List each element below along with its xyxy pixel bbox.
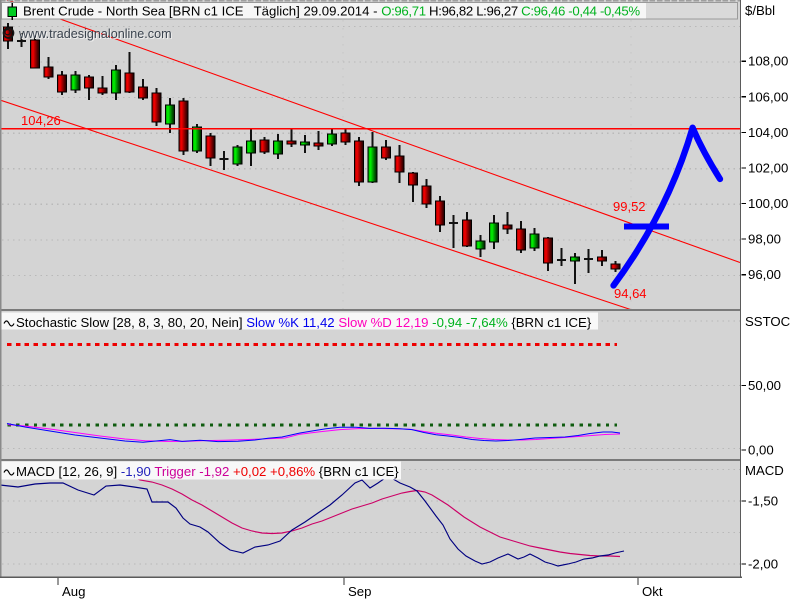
svg-text:96,00: 96,00 [748, 267, 781, 282]
svg-text:www.tradesignalonline.com: www.tradesignalonline.com [19, 28, 173, 42]
svg-text:104,26: 104,26 [21, 113, 61, 128]
svg-text:SSTOC: SSTOC [745, 314, 791, 329]
svg-text:Sep: Sep [348, 584, 371, 599]
svg-text:104,00: 104,00 [748, 125, 788, 140]
svg-text:102,00: 102,00 [748, 160, 788, 175]
svg-text:98,00: 98,00 [748, 232, 781, 247]
svg-text:108,00: 108,00 [748, 54, 788, 69]
svg-text:-1,50: -1,50 [748, 494, 778, 509]
svg-text:MACD: MACD [745, 463, 784, 478]
svg-text:-2,00: -2,00 [748, 557, 778, 572]
svg-text:$/Bbl: $/Bbl [745, 3, 775, 18]
svg-text:106,00: 106,00 [748, 89, 788, 104]
svg-text:99,52: 99,52 [613, 199, 646, 214]
svg-text:www.tradesignalonline.com: www.tradesignalonline.com [18, 27, 172, 41]
svg-text:50,00: 50,00 [748, 378, 781, 393]
svg-text:Okt: Okt [642, 584, 663, 599]
svg-text:MACD [12, 26, 9] -1,90 Trigger: MACD [12, 26, 9] -1,90 Trigger -1,92 +0,… [16, 464, 399, 479]
svg-text:Aug: Aug [62, 584, 85, 599]
svg-text:0,00: 0,00 [748, 443, 774, 458]
svg-text:Stochastic Slow [28, 8, 3, 80,: Stochastic Slow [28, 8, 3, 80, 20, Nein]… [16, 315, 592, 330]
svg-text:94,64: 94,64 [614, 286, 647, 301]
svg-text:Brent Crude - North Sea [BRN c: Brent Crude - North Sea [BRN c1 ICE Tägl… [23, 4, 640, 19]
svg-text:100,00: 100,00 [748, 196, 788, 211]
